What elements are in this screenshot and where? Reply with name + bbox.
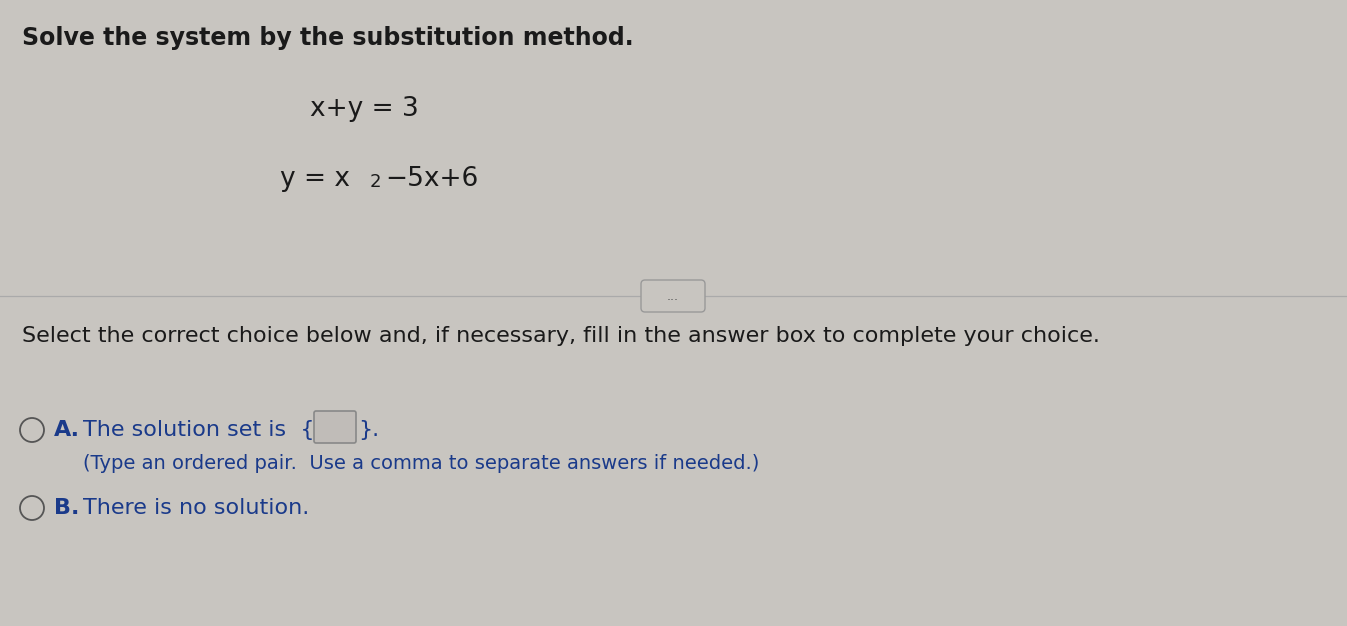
Text: Solve the system by the substitution method.: Solve the system by the substitution met… [22, 26, 633, 50]
Text: ...: ... [667, 289, 679, 302]
Text: A.: A. [54, 420, 79, 440]
FancyBboxPatch shape [641, 280, 704, 312]
Text: }.: }. [358, 420, 379, 440]
Text: −5x+6: −5x+6 [385, 166, 478, 192]
Circle shape [20, 496, 44, 520]
Text: (Type an ordered pair.  Use a comma to separate answers if needed.): (Type an ordered pair. Use a comma to se… [84, 454, 760, 473]
Text: y = x: y = x [280, 166, 350, 192]
FancyBboxPatch shape [314, 411, 356, 443]
Text: There is no solution.: There is no solution. [84, 498, 310, 518]
Text: 2: 2 [370, 173, 381, 191]
Text: Select the correct choice below and, if necessary, fill in the answer box to com: Select the correct choice below and, if … [22, 326, 1100, 346]
Circle shape [20, 418, 44, 442]
Text: x+y = 3: x+y = 3 [310, 96, 419, 122]
Text: The solution set is  {: The solution set is { [84, 420, 314, 440]
Text: B.: B. [54, 498, 79, 518]
